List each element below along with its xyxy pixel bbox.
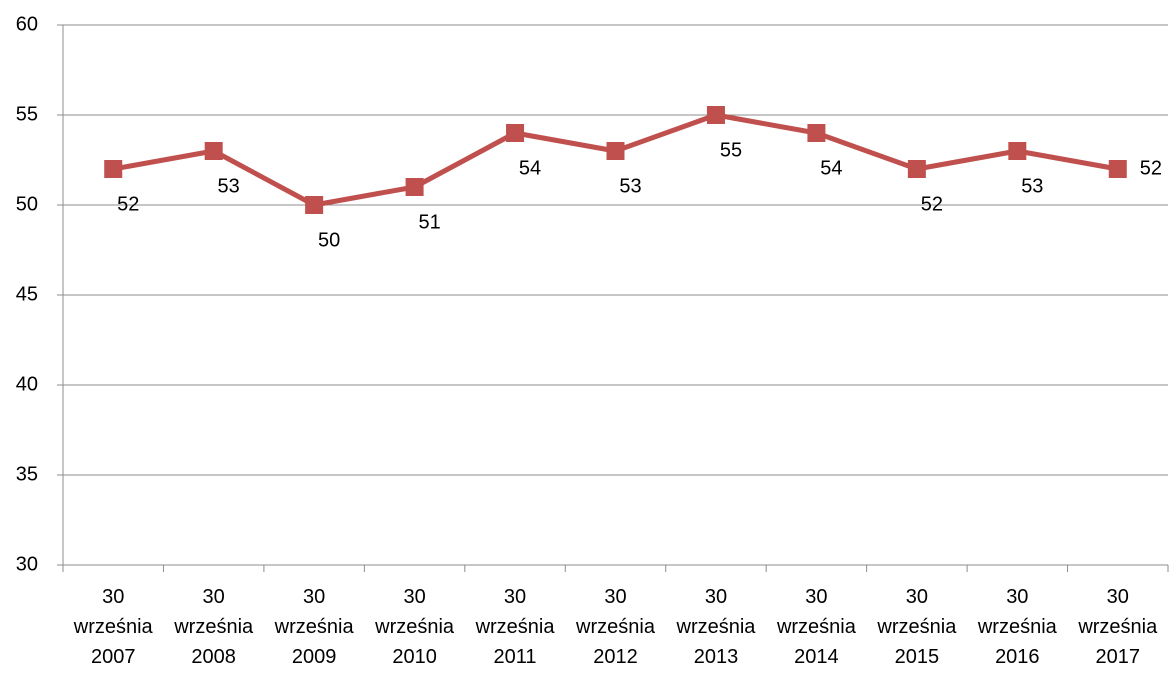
marker — [204, 142, 223, 160]
data-label: 50 — [318, 229, 340, 251]
x-tick-label: 30 września 2008 — [174, 586, 254, 668]
marker — [506, 124, 525, 142]
x-tick-label: 30 września 2014 — [776, 586, 856, 668]
marker — [1008, 142, 1027, 160]
data-label: 53 — [619, 175, 641, 197]
data-label: 53 — [1021, 175, 1043, 197]
data-label: 54 — [820, 157, 842, 179]
data-label: 52 — [117, 193, 139, 215]
marker — [305, 196, 324, 214]
data-label: 52 — [921, 193, 943, 215]
x-tick-label: 30 września 2013 — [676, 586, 756, 668]
y-tick-label: 60 — [16, 13, 38, 35]
data-label: 53 — [218, 175, 240, 197]
x-tick-label: 30 września 2009 — [274, 586, 354, 668]
data-label: 51 — [418, 211, 440, 233]
marker — [606, 142, 625, 160]
marker — [104, 160, 123, 178]
x-tick-label: 30 września 2017 — [1078, 586, 1158, 668]
x-tick-label: 30 września 2011 — [475, 586, 555, 668]
x-tick-label: 30 września 2012 — [576, 586, 655, 668]
y-tick-label: 35 — [16, 463, 38, 485]
data-label: 54 — [519, 157, 541, 179]
data-label: 52 — [1140, 157, 1162, 179]
y-tick-label: 50 — [16, 193, 38, 215]
marker — [1108, 160, 1127, 178]
marker — [907, 160, 926, 178]
y-tick-label: 45 — [16, 283, 38, 305]
x-tick-label: 30 września 2015 — [877, 586, 957, 668]
x-tick-label: 30 września 2007 — [73, 586, 153, 668]
data-label: 55 — [720, 139, 742, 161]
y-tick-label: 40 — [16, 373, 38, 395]
marker — [405, 178, 424, 196]
y-tick-label: 30 — [16, 553, 38, 575]
y-tick-label: 55 — [16, 103, 38, 125]
marker — [706, 106, 725, 124]
marker — [807, 124, 826, 142]
x-tick-label: 30 września 2010 — [375, 586, 455, 668]
x-tick-label: 30 września 2016 — [977, 586, 1057, 668]
